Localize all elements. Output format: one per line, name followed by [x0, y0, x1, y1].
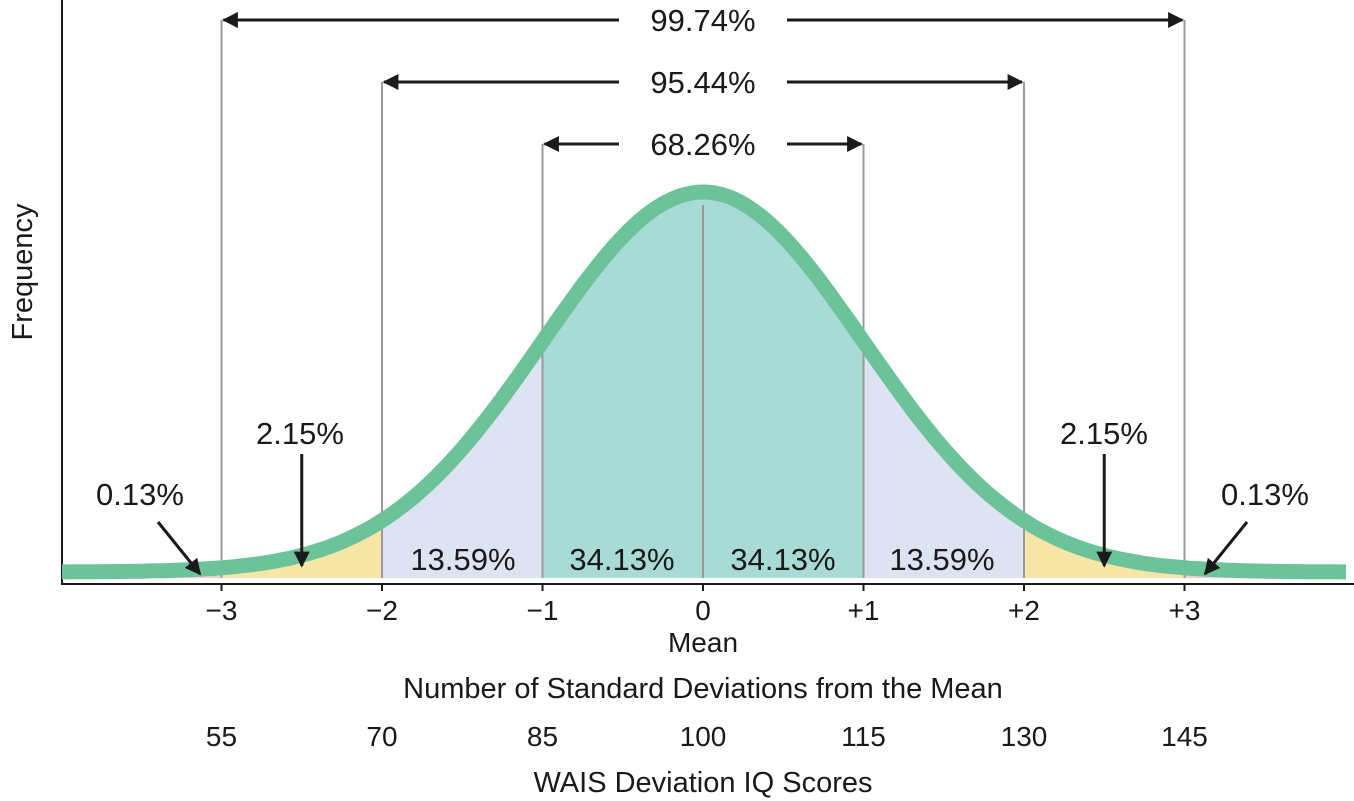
callout-arrow-0	[156, 521, 202, 576]
sd-tick-label-3: 0	[695, 595, 711, 626]
sd-tick-label-6: +3	[1169, 595, 1201, 626]
iq-tick-label-1: 70	[366, 721, 397, 752]
region-fill-4	[703, 198, 864, 578]
region-fill-1	[221, 526, 382, 578]
x2-axis-title: WAIS Deviation IQ Scores	[534, 767, 873, 799]
mean-label: Mean	[668, 627, 738, 658]
span-label-1: 95.44%	[650, 65, 755, 100]
iq-tick-label-2: 85	[527, 721, 558, 752]
iq-tick-label-4: 115	[841, 721, 886, 752]
y-axis-title: Frequency	[7, 203, 39, 341]
sd-tick-label-5: +2	[1008, 595, 1040, 626]
region-label-6: 2.15%	[1060, 416, 1148, 451]
sd-tick-label-2: −1	[527, 595, 559, 626]
x-axis-title: Number of Standard Deviations from the M…	[403, 673, 1003, 705]
region-fill-6	[1024, 526, 1185, 578]
region-fill-3	[542, 198, 703, 578]
sd-tick-label-4: +1	[848, 595, 880, 626]
span-label-2: 68.26%	[650, 127, 755, 162]
normal-curve	[59, 184, 1349, 580]
iq-tick-label-0: 55	[206, 721, 237, 752]
iq-tick-label-5: 130	[1001, 721, 1048, 752]
sd-tick-label-1: −2	[366, 595, 398, 626]
iq-tick-label-6: 145	[1161, 721, 1208, 752]
region-label-7: 0.13%	[1221, 477, 1309, 512]
span-label-0: 99.74%	[650, 3, 755, 38]
region-label-0: 0.13%	[96, 477, 184, 512]
region-label-1: 2.15%	[256, 416, 344, 451]
iq-tick-label-3: 100	[680, 721, 727, 752]
sd-tick-label-0: −3	[206, 595, 238, 626]
callout-arrow-7	[1203, 521, 1249, 576]
region-label-4: 34.13%	[730, 542, 835, 577]
region-label-2: 13.59%	[410, 542, 515, 577]
region-label-3: 34.13%	[569, 542, 674, 577]
region-label-5: 13.59%	[889, 542, 994, 577]
